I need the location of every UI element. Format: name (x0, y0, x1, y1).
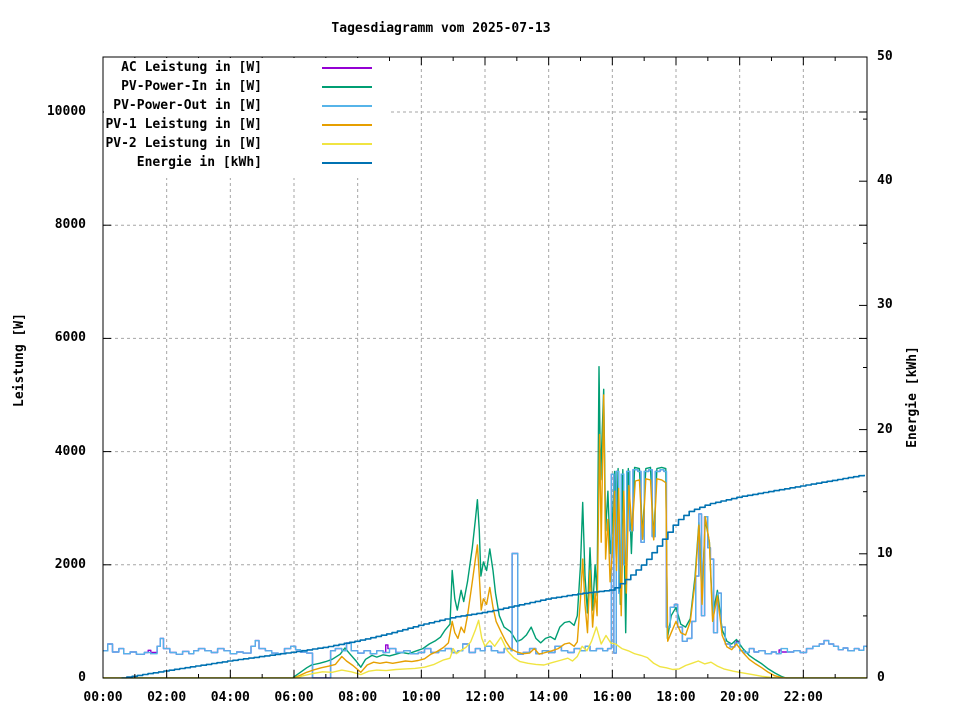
chart-title: Tagesdiagramm vom 2025-07-13 (331, 21, 551, 36)
legend-item: PV-1 Leistung in [W] (104, 115, 388, 134)
x-tick-label: 12:00 (465, 690, 505, 705)
legend-line-sample (322, 123, 372, 126)
series-pv-2-leistung-in-w- (103, 619, 867, 679)
y-left-tick-label: 0 (78, 670, 86, 685)
x-tick-label: 08:00 (338, 690, 378, 705)
legend-item-label: AC Leistung in [W] (121, 59, 262, 75)
y-right-tick-label: 30 (877, 297, 893, 313)
data-curves (103, 366, 867, 679)
y-left-tick-label: 10000 (46, 104, 86, 119)
legend-item-label: PV-2 Leistung in [W] (105, 135, 262, 151)
legend-item: PV-2 Leistung in [W] (104, 134, 388, 153)
x-tick-label: 22:00 (783, 690, 823, 705)
legend-item: PV-Power-In in [W] (104, 77, 388, 96)
x-tick-label: 16:00 (592, 690, 632, 705)
series-energie-in-kwh- (121, 474, 865, 679)
legend-item: PV-Power-Out in [W] (104, 96, 388, 115)
legend-item-label: PV-Power-In in [W] (121, 78, 262, 94)
x-tick-label: 20:00 (720, 690, 760, 705)
y-right-tick-label: 0 (877, 670, 885, 685)
legend-item-label: PV-1 Leistung in [W] (105, 116, 262, 132)
legend-line-sample (322, 142, 372, 145)
y-left-tick-label: 4000 (54, 443, 86, 459)
x-tick-label: 14:00 (529, 690, 569, 705)
x-tick-label: 18:00 (656, 690, 696, 705)
grid-lines (103, 57, 867, 678)
legend-item: Energie in [kWh] (104, 153, 388, 172)
legend-line-sample (322, 104, 372, 107)
x-tick-label: 04:00 (210, 690, 250, 705)
x-tick-label: 00:00 (83, 690, 123, 705)
y-right-tick-label: 50 (877, 49, 893, 64)
legend-item: AC Leistung in [W] (104, 58, 388, 77)
legend-line-sample (322, 85, 372, 88)
legend: AC Leistung in [W] PV-Power-In in [W] PV-P… (104, 58, 388, 178)
y-right-tick-label: 20 (877, 421, 893, 437)
legend-item-label: Energie in [kWh] (136, 154, 262, 170)
legend-line-sample (322, 66, 372, 69)
y-left-tick-label: 2000 (54, 556, 86, 572)
legend-item-label: PV-Power-Out in [W] (113, 97, 262, 113)
x-tick-label: 02:00 (147, 690, 187, 705)
y-left-tick-label: 8000 (54, 217, 86, 233)
legend-line-sample (322, 161, 372, 164)
series-pv-1-leistung-in-w- (103, 394, 867, 679)
y-left-tick-label: 6000 (54, 330, 86, 346)
y-right-tick-label: 40 (877, 173, 893, 189)
x-tick-label: 06:00 (274, 690, 314, 705)
y-right-tick-label: 10 (877, 545, 893, 561)
x-tick-label: 10:00 (401, 690, 441, 705)
